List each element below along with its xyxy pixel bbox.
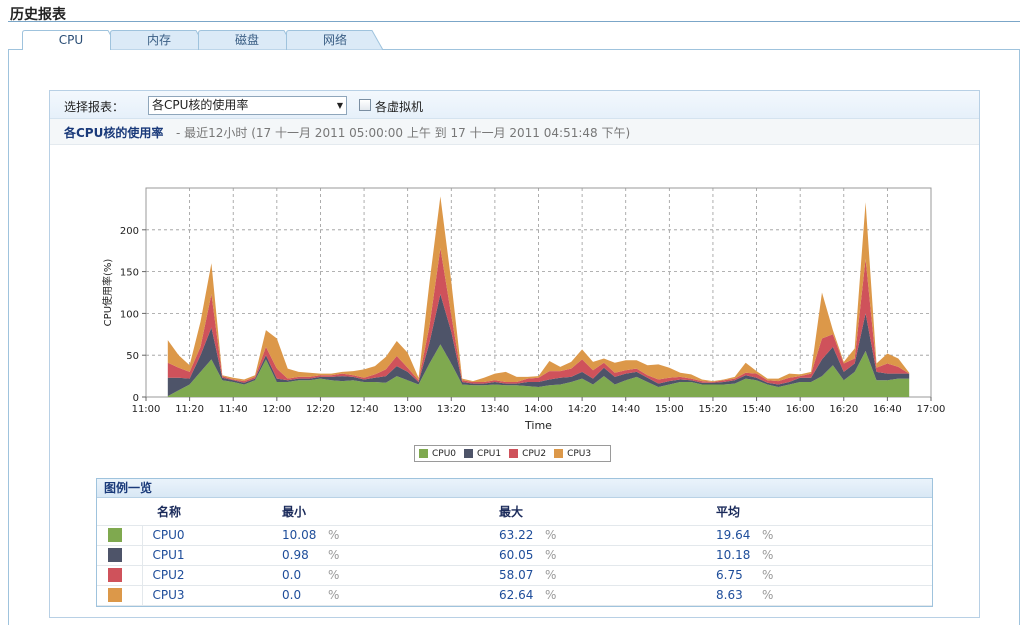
x-tick-label: 16:40	[873, 404, 902, 415]
summary-title: 图例一览	[97, 479, 932, 498]
summary-table: 名称 最小 最大 平均 CPU0 10.08% 63.22% 19.64% CP…	[97, 498, 932, 606]
legend-item: CPU0	[419, 449, 456, 459]
tab-network[interactable]: 网络	[286, 30, 384, 50]
report-select[interactable]: 各CPU核的使用率 ▼	[148, 96, 347, 115]
color-swatch	[108, 588, 122, 602]
tab-bar: CPU 内存 磁盘 网络	[22, 30, 384, 50]
x-tick-label: 12:40	[350, 404, 379, 415]
y-tick-label: 50	[126, 351, 139, 362]
col-name: 名称	[142, 498, 282, 526]
report-select-value: 各CPU核的使用率	[152, 98, 249, 112]
x-tick-label: 11:20	[175, 404, 204, 415]
avg-value: 19.64	[716, 528, 751, 542]
legend-swatch	[554, 449, 564, 458]
x-tick-label: 15:00	[655, 404, 684, 415]
min-value: 10.08	[282, 528, 317, 542]
avg-value: 6.75	[716, 568, 743, 582]
chart-legend: CPU0 CPU1 CPU2 CPU3	[414, 445, 611, 462]
legend-label: CPU3	[567, 448, 592, 459]
series-name: CPU3	[142, 585, 282, 606]
color-swatch	[108, 528, 122, 542]
max-value: 62.64	[499, 588, 534, 602]
x-tick-label: 13:40	[480, 404, 509, 415]
y-tick-label: 200	[120, 226, 139, 237]
x-tick-label: 17:00	[917, 404, 945, 415]
avg-value: 8.63	[716, 588, 743, 602]
min-value: 0.98	[282, 548, 309, 562]
x-tick-label: 16:20	[829, 404, 858, 415]
y-tick-label: 100	[120, 309, 139, 320]
col-min: 最小	[282, 498, 499, 526]
tab-label: 内存	[146, 33, 171, 47]
x-tick-label: 16:00	[786, 404, 815, 415]
x-axis-label: Time	[524, 419, 552, 430]
report-subtitle-bar: 各CPU核的使用率 - 最近12小时 (17 十一月 2011 05:00:00…	[50, 119, 979, 145]
tab-disk[interactable]: 磁盘	[198, 30, 296, 50]
x-tick-label: 14:20	[568, 404, 597, 415]
x-tick-label: 14:00	[524, 404, 553, 415]
x-tick-label: 13:20	[437, 404, 466, 415]
table-row: CPU2 0.0% 58.07% 6.75%	[97, 565, 932, 586]
tab-label: CPU	[58, 33, 84, 47]
table-row: CPU3 0.0% 62.64% 8.63%	[97, 585, 932, 606]
max-value: 63.22	[499, 528, 534, 542]
dropdown-arrow-icon: ▼	[336, 101, 343, 110]
avg-value: 10.18	[716, 548, 751, 562]
legend-swatch	[509, 449, 519, 458]
title-divider	[8, 21, 1020, 22]
per-vm-checkbox[interactable]	[359, 99, 371, 111]
legend-swatch	[419, 449, 428, 458]
x-tick-label: 12:00	[262, 404, 291, 415]
max-value: 58.07	[499, 568, 534, 582]
color-swatch	[108, 548, 122, 562]
col-avg: 平均	[716, 498, 932, 526]
legend-label: CPU2	[522, 448, 547, 459]
tab-label: 磁盘	[234, 33, 259, 47]
min-value: 0.0	[282, 568, 302, 582]
series-name: CPU1	[142, 545, 282, 566]
legend-summary-panel: 图例一览 名称 最小 最大 平均 CPU0 10.08% 63.22% 19.6…	[96, 478, 933, 607]
table-row: CPU0 10.08% 63.22% 19.64%	[97, 525, 932, 546]
tab-label: 网络	[322, 33, 347, 47]
col-max: 最大	[499, 498, 716, 526]
x-tick-label: 12:20	[306, 404, 335, 415]
min-value: 0.0	[282, 588, 302, 602]
page-title: 历史报表	[10, 7, 66, 23]
y-tick-label: 0	[133, 393, 139, 404]
tab-cpu[interactable]: CPU	[22, 30, 120, 50]
x-tick-label: 13:00	[393, 404, 422, 415]
x-tick-label: 11:00	[132, 404, 161, 415]
y-tick-label: 150	[120, 268, 139, 279]
series-area-cpu0	[167, 344, 910, 397]
legend-item: CPU1	[464, 449, 501, 459]
tab-memory[interactable]: 内存	[110, 30, 208, 50]
legend-item: CPU3	[554, 449, 591, 459]
report-select-label: 选择报表：	[64, 100, 125, 114]
table-row: CPU1 0.98% 60.05% 10.18%	[97, 545, 932, 566]
x-tick-label: 11:40	[219, 404, 248, 415]
legend-label: CPU1	[477, 448, 502, 459]
legend-swatch	[464, 449, 474, 458]
legend-item: CPU2	[509, 449, 546, 459]
per-vm-checkbox-label[interactable]: 各虚拟机	[375, 100, 424, 114]
report-select-bar: 选择报表： 各CPU核的使用率 ▼ 各虚拟机	[50, 91, 979, 119]
legend-label: CPU0	[432, 448, 457, 459]
x-tick-label: 15:40	[742, 404, 771, 415]
cpu-usage-chart: 11:00 11:20 11:40 12:00 12:20 12:40 13:00 13:20…	[101, 187, 945, 430]
summary-header-row: 名称 最小 最大 平均	[97, 498, 932, 526]
series-name: CPU2	[142, 565, 282, 586]
max-value: 60.05	[499, 548, 534, 562]
color-swatch	[108, 568, 122, 582]
report-container	[8, 49, 1020, 625]
y-axis-label: CPU使用率(%)	[101, 259, 114, 327]
report-time-range: - 最近12小时 (17 十一月 2011 05:00:00 上午 到 17 十…	[176, 126, 631, 140]
report-title: 各CPU核的使用率	[64, 126, 164, 140]
x-tick-label: 15:20	[699, 404, 728, 415]
series-name: CPU0	[142, 525, 282, 546]
x-tick-label: 14:40	[611, 404, 640, 415]
